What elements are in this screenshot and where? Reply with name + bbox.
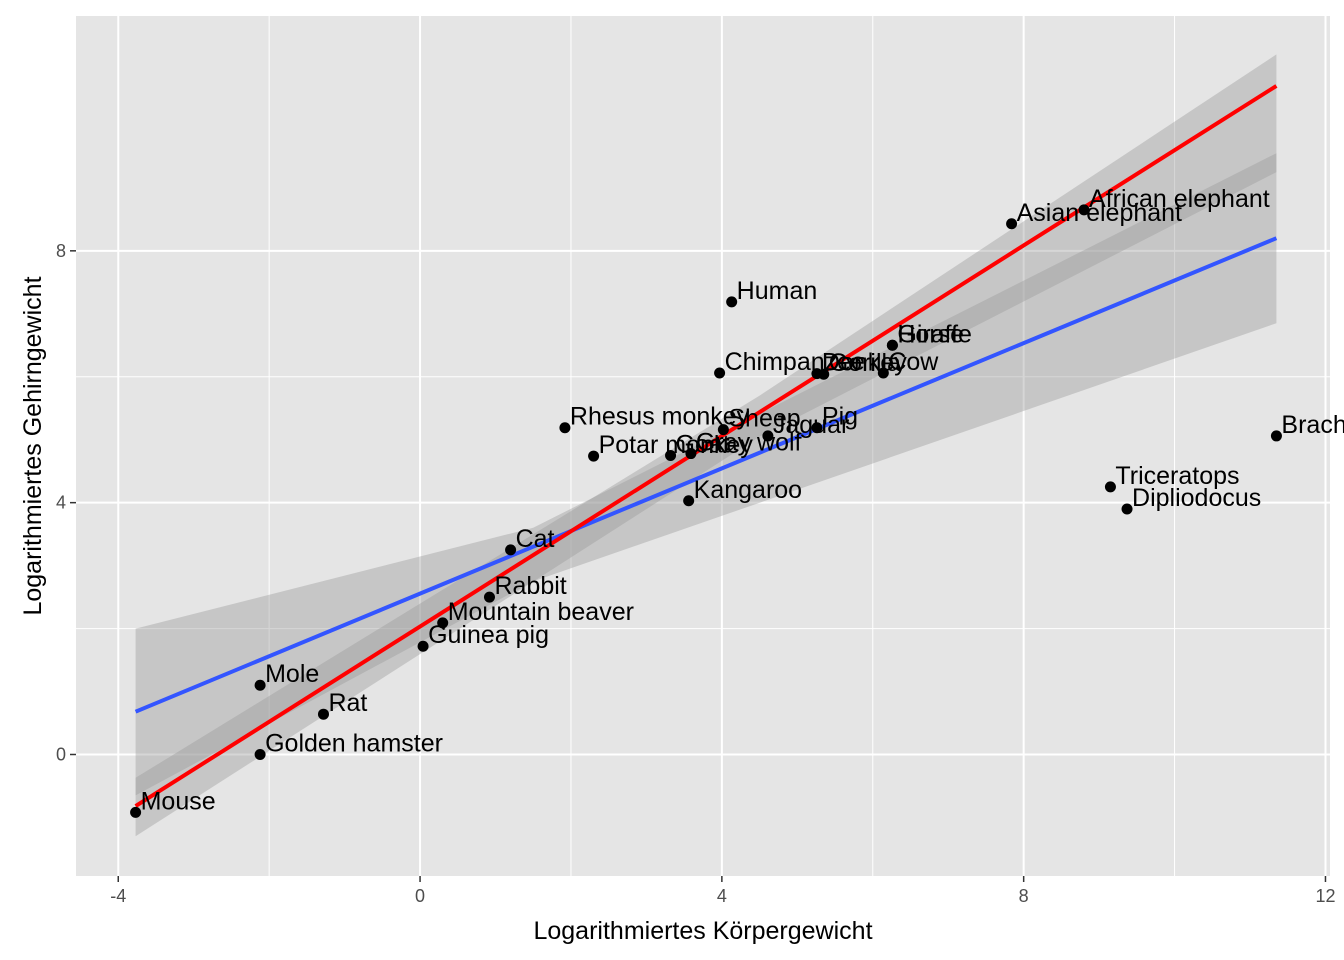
data-point [483,591,495,603]
data-point [417,640,429,652]
point-label: Golden hamster [265,729,443,757]
point-label: African elephant [1089,185,1270,213]
y-tick-label: 8 [56,241,66,261]
point-label: Triceratops [1115,462,1239,490]
y-tick-label: 4 [56,493,66,513]
data-point [1104,481,1116,493]
point-label: Mole [265,660,319,688]
data-point [717,424,729,436]
point-label: Brachiosaurus [1281,411,1344,439]
x-tick-label: 4 [717,886,727,906]
y-axis-title: Logarithmiertes Gehirngewicht [19,276,47,615]
point-label: Horse [897,320,964,348]
point-label: Sheep [728,405,800,433]
point-label: Gray wolf [696,429,802,457]
point-label: Kangaroo [694,476,802,504]
data-point [1078,204,1090,216]
data-point [505,544,517,556]
point-label: Goat [676,430,730,458]
data-point [714,367,726,379]
point-label: Donkey [822,349,907,377]
point-label: Pig [822,403,858,431]
data-point [588,450,600,462]
x-axis-title: Logarithmiertes Körpergewicht [533,917,872,945]
point-label: Cow [888,348,939,376]
data-point [877,367,889,379]
data-point [811,368,823,380]
data-point [886,339,898,351]
data-point [811,422,823,434]
data-point [1121,503,1133,515]
point-label: Guinea pig [428,621,549,649]
point-label: Rabbit [494,572,566,600]
data-point [254,679,266,691]
x-tick-label: 12 [1315,886,1335,906]
y-tick-label: 0 [56,744,66,764]
grid-lines [76,16,1330,876]
data-point [762,430,774,442]
data-point [437,617,449,629]
axes: -4 0 4 8 12 0 4 8 [56,241,1336,906]
point-label: Dipliodocus [1132,484,1261,512]
data-point [685,448,697,460]
data-point [1006,218,1018,230]
data-point [130,806,142,818]
data-point [1270,430,1282,442]
regression-line [134,236,1278,714]
data-point [683,495,695,507]
data-point [317,708,329,720]
data-point [559,422,571,434]
point-label: Human [737,277,818,305]
data-points [130,204,1282,818]
data-point [254,748,266,760]
data-point [726,296,738,308]
point-label: Chimpanzee [725,348,865,376]
point-label: Rhesus monkey [570,403,750,431]
x-tick-label: -4 [110,886,126,906]
point-label: Giraffe [897,320,972,348]
point-label: Potar monkey [599,431,754,459]
point-label: Cat [516,525,555,553]
point-label: Jaguar [773,411,849,439]
point-label: Mountain beaver [448,598,634,626]
x-tick-label: 0 [415,886,425,906]
point-label: Gorilla [829,349,901,377]
point-labels: Mouse Golden hamster Rat Mole Guinea pigMoun… [141,185,1344,816]
point-label: Rat [328,689,367,717]
x-tick-label: 8 [1019,886,1029,906]
point-label: Mouse [141,787,216,815]
point-label: Asian elephant [1017,199,1182,227]
data-point [665,449,677,461]
